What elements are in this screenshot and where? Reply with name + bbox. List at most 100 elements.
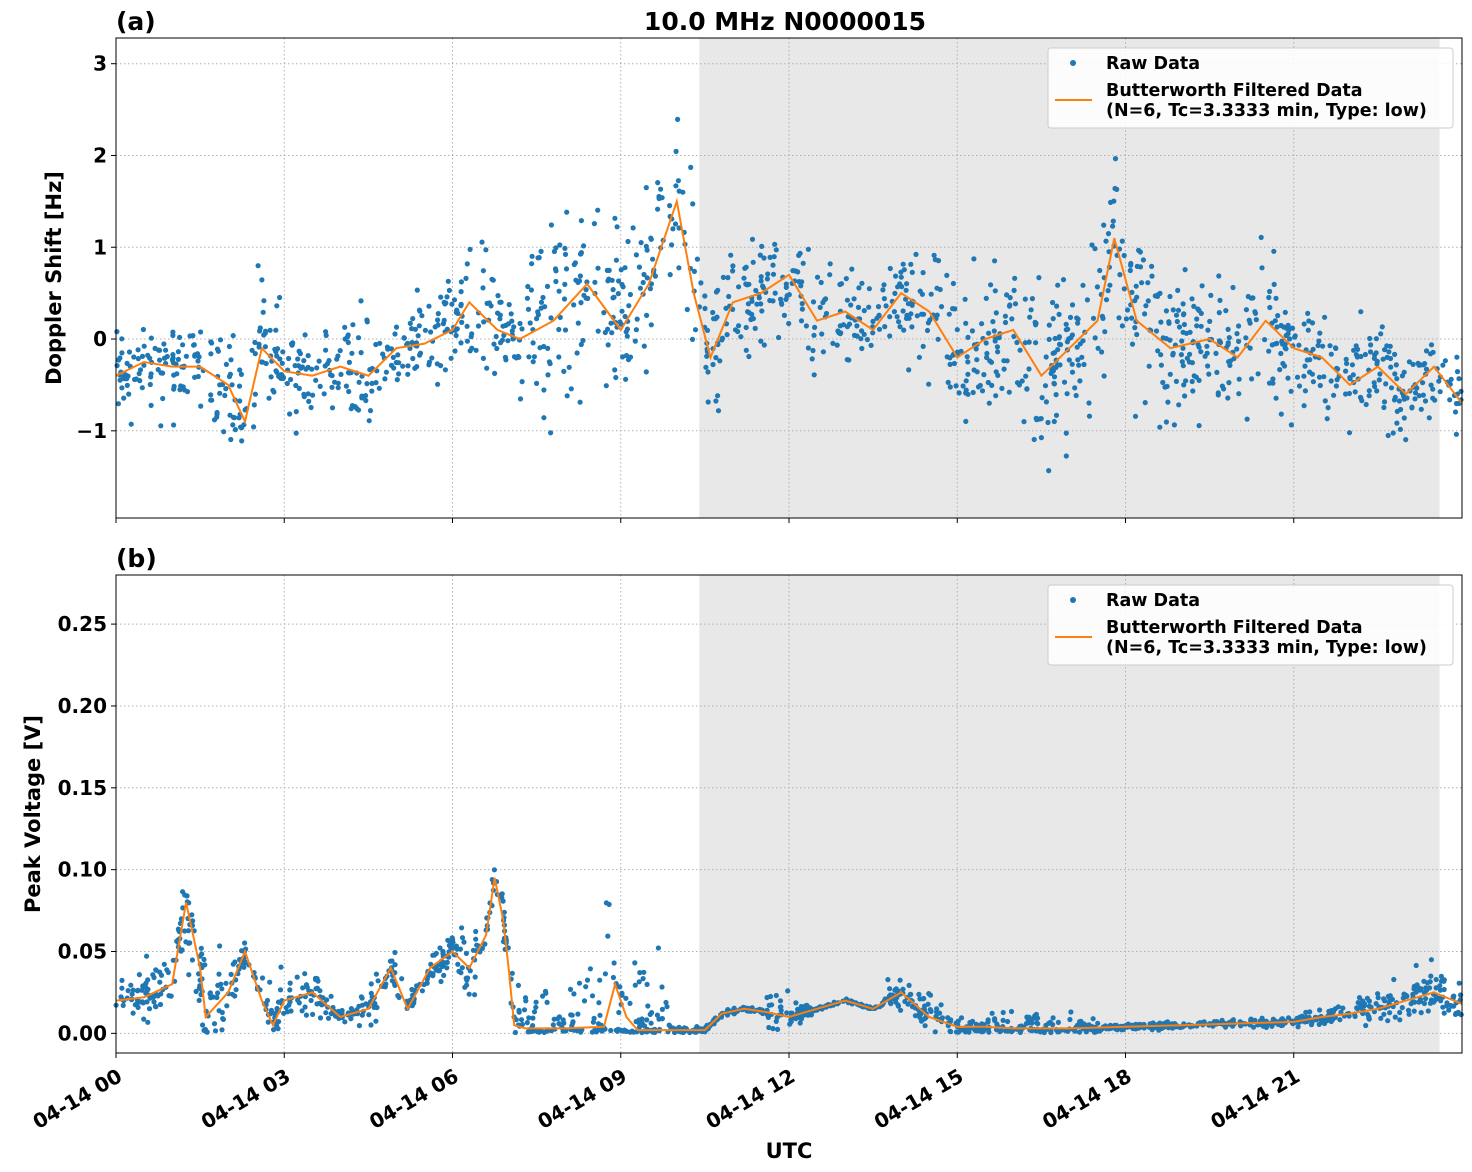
raw-point (1428, 342, 1435, 348)
raw-point (1051, 418, 1057, 425)
raw-point (1285, 322, 1291, 328)
raw-point (1089, 242, 1095, 248)
raw-point (627, 291, 634, 298)
raw-point (1194, 316, 1200, 322)
raw-point (1324, 416, 1330, 422)
raw-point (273, 349, 279, 355)
raw-point (562, 281, 568, 287)
raw-point (928, 291, 934, 297)
raw-point (1193, 374, 1199, 380)
raw-point (898, 1007, 904, 1013)
raw-point (887, 333, 893, 339)
raw-point (805, 345, 812, 351)
raw-point (1310, 379, 1316, 385)
raw-point (416, 323, 422, 329)
raw-point (1164, 383, 1170, 389)
raw-point (643, 369, 649, 375)
raw-point (1225, 326, 1231, 332)
raw-point (1397, 426, 1403, 432)
raw-point (124, 376, 130, 382)
raw-point (518, 1017, 525, 1023)
raw-point (1124, 307, 1131, 313)
raw-point (171, 422, 177, 428)
raw-point (1175, 287, 1181, 293)
raw-point (160, 395, 166, 402)
raw-point (1045, 419, 1051, 426)
raw-point (151, 974, 157, 981)
raw-point (988, 359, 995, 365)
raw-point (1301, 373, 1307, 379)
raw-point (502, 354, 508, 360)
raw-point (323, 347, 329, 353)
raw-point (497, 340, 504, 346)
raw-point (332, 379, 338, 385)
raw-point (640, 279, 646, 286)
raw-point (276, 373, 282, 379)
raw-point (1090, 1016, 1096, 1022)
raw-point (464, 977, 470, 983)
raw-point (690, 201, 696, 207)
raw-point (410, 316, 416, 322)
raw-point (263, 360, 269, 367)
raw-point (633, 327, 640, 333)
raw-point (1406, 1011, 1412, 1017)
raw-point (931, 252, 937, 258)
raw-point (226, 343, 232, 350)
raw-point (1448, 1003, 1454, 1009)
raw-point (1301, 403, 1307, 409)
raw-point (798, 283, 804, 289)
raw-point (1423, 366, 1430, 372)
raw-point (472, 992, 478, 998)
raw-point (224, 1003, 230, 1009)
raw-point (407, 320, 413, 326)
y-tick-label: 0 (93, 327, 107, 351)
raw-point (1401, 415, 1407, 421)
raw-point (1396, 398, 1402, 404)
raw-point (363, 397, 369, 404)
raw-point (1163, 419, 1169, 425)
raw-point (983, 295, 989, 301)
raw-point (1063, 321, 1069, 327)
raw-point (1275, 313, 1281, 319)
raw-point (1007, 295, 1013, 301)
raw-point (1294, 374, 1301, 380)
raw-point (1309, 371, 1315, 377)
raw-point (644, 981, 650, 988)
raw-point (1417, 996, 1423, 1003)
raw-point (145, 977, 151, 983)
raw-point (196, 354, 202, 360)
raw-point (1026, 366, 1032, 372)
raw-point (619, 992, 625, 998)
raw-point (673, 148, 679, 154)
raw-point (730, 263, 736, 269)
raw-point (908, 261, 914, 267)
raw-point (1422, 398, 1429, 404)
raw-point (644, 247, 650, 253)
raw-point (1108, 199, 1114, 205)
raw-point (1216, 273, 1222, 279)
raw-point (965, 391, 971, 397)
raw-point (1077, 378, 1083, 384)
raw-point (1140, 257, 1146, 263)
raw-point (505, 338, 511, 344)
raw-point (793, 1000, 799, 1006)
raw-point (577, 273, 584, 279)
raw-point (1155, 348, 1161, 354)
y-tick-label: 0.25 (58, 612, 107, 636)
raw-point (881, 282, 887, 288)
raw-point (906, 982, 912, 989)
raw-point (713, 398, 719, 404)
raw-point (1366, 388, 1372, 394)
raw-point (1423, 348, 1430, 354)
raw-point (964, 354, 970, 360)
raw-point (1432, 397, 1438, 403)
raw-point (1386, 999, 1392, 1006)
raw-point (323, 1010, 329, 1016)
raw-point (117, 377, 123, 383)
raw-point (1139, 280, 1145, 286)
raw-point (541, 415, 547, 421)
raw-point (359, 995, 365, 1001)
raw-point (1266, 380, 1273, 386)
raw-point (1415, 360, 1421, 366)
